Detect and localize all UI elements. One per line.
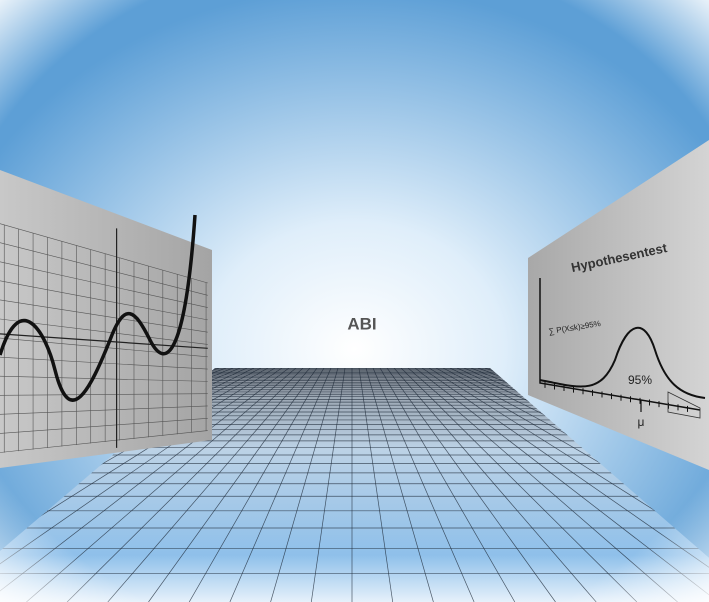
panel-axis-label: μ (638, 415, 645, 429)
panel-percent: 95% (628, 373, 652, 387)
title: ABI (347, 314, 376, 333)
